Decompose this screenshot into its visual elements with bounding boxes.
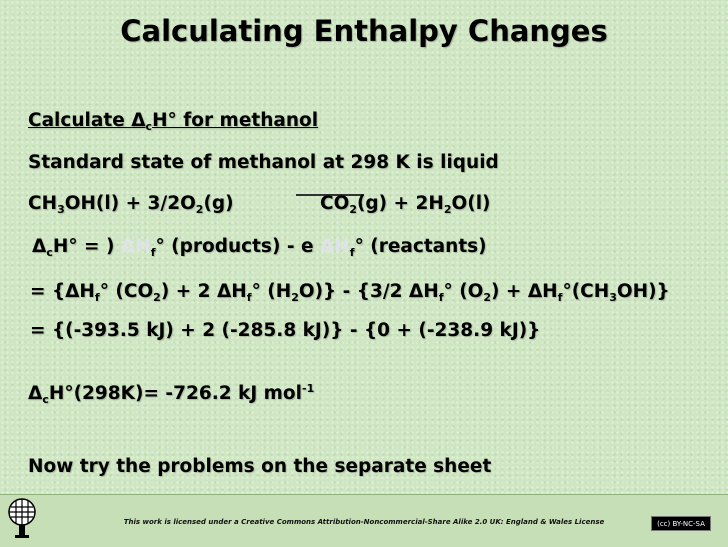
- slide-title: Calculating Enthalpy Changes: [120, 14, 608, 48]
- footer-bar: [0, 494, 728, 547]
- reaction-equation: CH3OH(l) + 3/2O2(g): [28, 193, 234, 216]
- result-line: ΔcH°(298K)= -726.2 kJ mol-1: [28, 382, 315, 406]
- standard-state-text: Standard state of methanol at 298 K is l…: [28, 152, 499, 173]
- heading-calculate-methanol: Calculate ΔcH° for methanol: [28, 110, 319, 133]
- reaction-products: CO2(g) + 2H2O(l): [320, 193, 491, 216]
- substitution-line: = {ΔHf° (CO2) + 2 ΔHf° (H2O)} - {3/2 ΔHf…: [30, 281, 670, 304]
- microphone-icon: [8, 498, 36, 538]
- cc-license-badge[interactable]: (cc) BY-NC-SA: [651, 516, 711, 531]
- general-formula: ΔcH° = ) ΔHf° (products) - e ΔHf° (react…: [32, 236, 487, 259]
- license-text: This work is licensed under a Creative C…: [123, 518, 605, 526]
- values-line: = {(-393.5 kJ) + 2 (-285.8 kJ)} - {0 + (…: [30, 320, 541, 341]
- instruction-text: Now try the problems on the separate she…: [28, 456, 492, 477]
- reaction-arrow: [296, 194, 364, 196]
